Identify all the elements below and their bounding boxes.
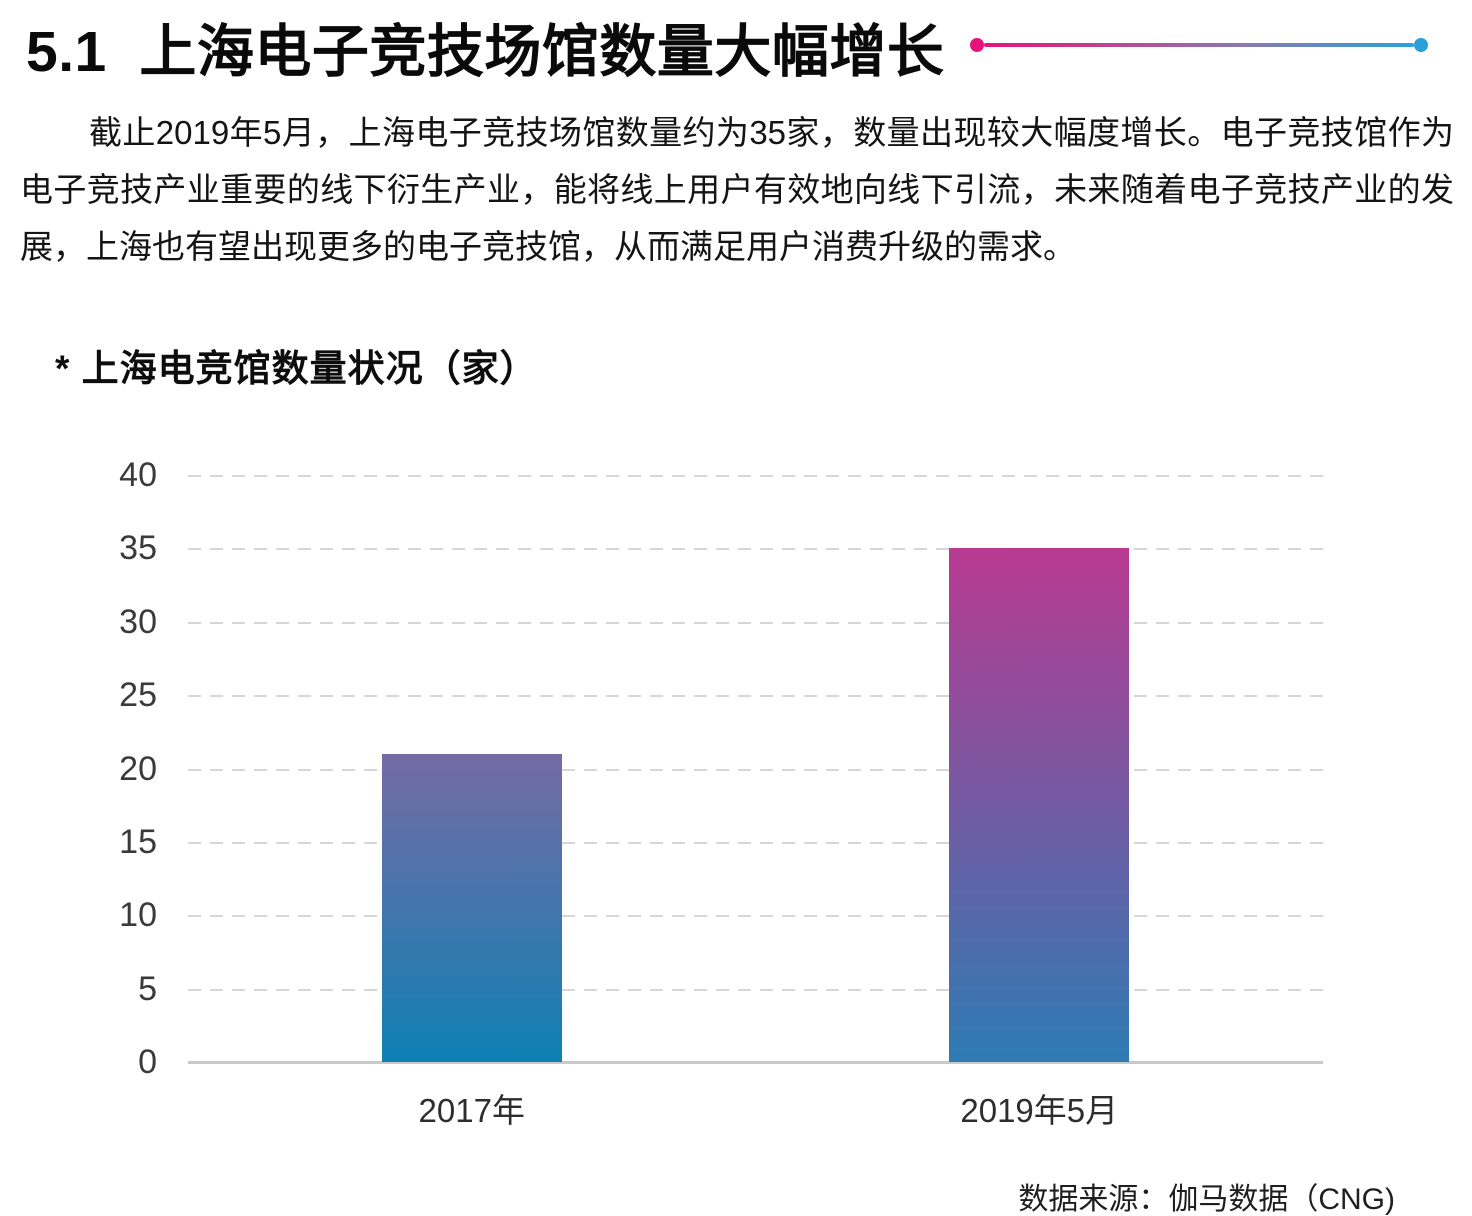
x-tick-label-2019年5月: 2019年5月 — [960, 1092, 1119, 1129]
bar-2019年5月 — [949, 548, 1130, 1062]
x-axis-line — [188, 1061, 1323, 1064]
accent-gradient-rule — [984, 42, 1414, 47]
y-tick-label-40: 40 — [119, 456, 157, 494]
x-tick-label-2017年: 2017年 — [418, 1092, 525, 1129]
y-tick-label-5: 5 — [138, 969, 157, 1008]
gridline-40 — [188, 475, 1323, 477]
y-tick-label-25: 25 — [119, 676, 157, 715]
y-tick-label-15: 15 — [119, 822, 157, 861]
y-tick-label-30: 30 — [119, 602, 157, 641]
title-accent-line — [970, 37, 1428, 52]
data-source: 数据来源：伽马数据（CNG) — [1018, 1183, 1395, 1216]
y-tick-label-20: 20 — [119, 749, 157, 788]
body-paragraph: 截止2019年5月，上海电子竞技场馆数量约为35家，数量出现较大幅度增长。电子竞… — [20, 114, 1454, 265]
accent-dot-left-icon — [970, 37, 984, 52]
plot-area — [188, 475, 1323, 1064]
gridline-35 — [188, 548, 1323, 551]
accent-dot-right-icon — [1414, 37, 1428, 52]
section-title: 5.1 上海电子竞技场馆数量大幅增长 — [26, 20, 945, 84]
y-tick-label-10: 10 — [119, 896, 157, 935]
y-tick-label-0: 0 — [138, 1043, 157, 1081]
gridline-15 — [188, 841, 1323, 844]
gridline-5 — [188, 988, 1323, 991]
gridline-25 — [188, 695, 1323, 698]
gridline-10 — [188, 915, 1323, 918]
gridline-30 — [188, 621, 1323, 624]
chart-subtitle: * 上海电竞馆数量状况（家） — [55, 348, 538, 389]
bar-2017年 — [381, 753, 562, 1062]
gridline-20 — [188, 768, 1323, 771]
y-tick-label-35: 35 — [119, 529, 157, 568]
